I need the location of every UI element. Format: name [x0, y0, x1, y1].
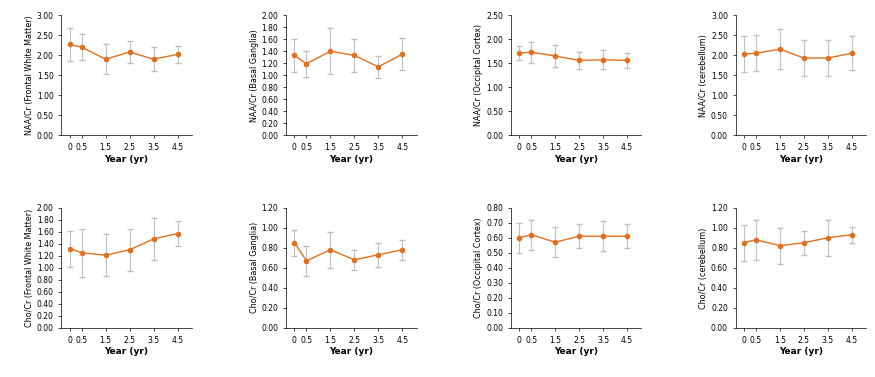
X-axis label: Year (yr): Year (yr) [779, 348, 822, 356]
Y-axis label: NAA/Cr (cerebellum): NAA/Cr (cerebellum) [699, 34, 708, 117]
X-axis label: Year (yr): Year (yr) [105, 155, 149, 164]
X-axis label: Year (yr): Year (yr) [329, 155, 374, 164]
Y-axis label: NAA/Cr (Occipital Cortex): NAA/Cr (Occipital Cortex) [474, 24, 483, 126]
X-axis label: Year (yr): Year (yr) [329, 348, 374, 356]
X-axis label: Year (yr): Year (yr) [105, 348, 149, 356]
X-axis label: Year (yr): Year (yr) [554, 155, 598, 164]
X-axis label: Year (yr): Year (yr) [779, 155, 822, 164]
Y-axis label: Cho/Cr (cerebellum): Cho/Cr (cerebellum) [699, 227, 708, 308]
Y-axis label: Cho/Cr (Frontal White Matter): Cho/Cr (Frontal White Matter) [24, 209, 34, 327]
Y-axis label: Cho/Cr (Occipital Cortex): Cho/Cr (Occipital Cortex) [474, 218, 483, 318]
X-axis label: Year (yr): Year (yr) [554, 348, 598, 356]
Y-axis label: NAA/Cr (Frontal White Matter): NAA/Cr (Frontal White Matter) [24, 15, 34, 135]
Y-axis label: NAA/Cr (Basal Ganglia): NAA/Cr (Basal Ganglia) [249, 29, 259, 122]
Y-axis label: Cho/Cr (Basal Ganglia): Cho/Cr (Basal Ganglia) [249, 222, 259, 313]
